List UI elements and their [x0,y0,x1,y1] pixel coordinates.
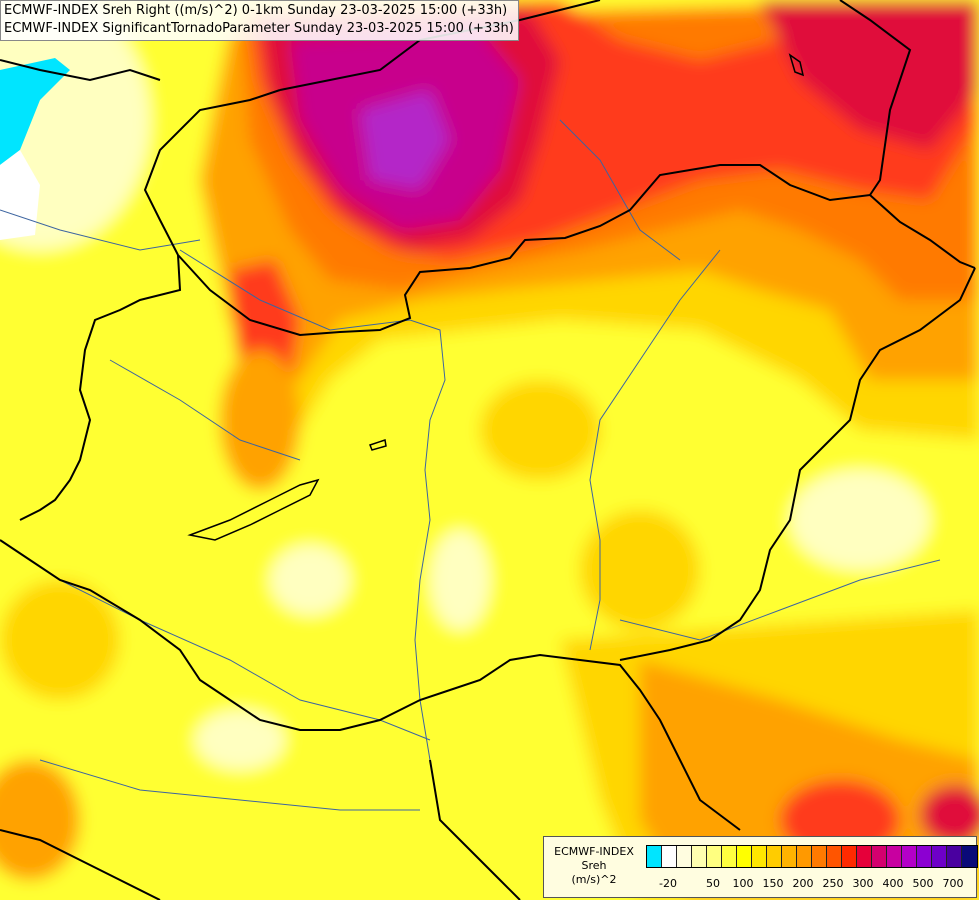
border-ukraine [839,0,912,196]
field-pale-east [790,470,930,570]
field-pale-central [430,530,490,630]
legend-swatch [917,846,932,867]
legend-swatch [947,846,962,867]
river-raba [109,359,301,461]
legend-swatch [827,846,842,867]
legend-swatch [962,846,977,867]
map-title-line-1: ECMWF-INDEX Sreh Right ((m/s)^2) 0-1km S… [4,3,508,18]
border-serbia [429,759,521,900]
lakes [187,53,805,541]
legend-tick-label: 300 [852,877,874,890]
legend-swatch [722,846,737,867]
map-title-line-2: ECMWF-INDEX SignificantTornadoParameter … [4,21,514,36]
field-pale-south [195,710,285,770]
color-legend: ECMWF-INDEX Sreh (m/s)^2 -20 50 100 150 200 2… [543,836,978,898]
legend-parameter: Sreh [581,859,607,872]
legend-swatch [842,846,857,867]
legend-model: ECMWF-INDEX [554,845,634,858]
field-gold-westedge [0,580,120,700]
lake-small-2 [788,53,805,77]
legend-tick-label: 200 [792,877,814,890]
legend-tick-label: -20 [659,877,677,890]
legend-tick-label: 50 [706,877,720,890]
legend-swatch [872,846,887,867]
legend-tick-label: 700 [942,877,964,890]
border-slovakia-hungary [177,164,976,337]
river-lines [0,119,941,811]
legend-tick-label: 400 [882,877,904,890]
legend-swatch [707,846,722,867]
legend-ticks: -20 50 100 150 200 250 300 400 500 700 [646,877,976,891]
legend-swatch [737,846,752,867]
border-hungary-romania [619,267,976,661]
river-danube [179,249,446,761]
map-title-box: ECMWF-INDEX Sreh Right ((m/s)^2) 0-1km S… [0,0,519,41]
legend-swatch [767,846,782,867]
legend-swatch [692,846,707,867]
legend-label: ECMWF-INDEX Sreh (m/s)^2 [546,845,642,887]
legend-tick-label: 100 [732,877,754,890]
legend-tick-label: 150 [762,877,784,890]
lake-small-1 [369,439,387,451]
legend-swatch [887,846,902,867]
legend-swatch [752,846,767,867]
legend-swatch [932,846,947,867]
border-croatia-south [0,829,161,900]
field-gold-center-south [580,510,700,630]
field-white-patch [0,150,40,240]
river-mures [619,559,941,641]
field-cyan-patch [0,58,70,165]
legend-swatch [857,846,872,867]
river-north [559,119,681,261]
field-crimson-ne [760,0,979,150]
river-tisza [589,249,721,651]
legend-tick-label: 250 [822,877,844,890]
border-nw-small [0,59,161,82]
legend-swatches [646,845,978,868]
legend-swatch [662,846,677,867]
legend-unit: (m/s)^2 [571,873,617,886]
field-orange-west [220,350,300,490]
river-drava [59,579,431,741]
legend-swatch [797,846,812,867]
legend-swatch [647,846,662,867]
field-gold-central [480,380,600,480]
lake-balaton [187,478,320,541]
legend-tick-label: 500 [912,877,934,890]
field-violet-core [360,90,450,190]
border-slovenia-croatia [0,539,741,831]
legend-swatch [812,846,827,867]
border-austria-hungary [19,254,182,521]
legend-swatch [902,846,917,867]
field-crimson-se-blob [920,785,979,845]
border-czech-slovakia [143,89,281,256]
legend-swatch [782,846,797,867]
field-pale-sw [270,545,350,615]
river-northwest [0,209,201,251]
legend-swatch [677,846,692,867]
river-sava [39,759,420,811]
